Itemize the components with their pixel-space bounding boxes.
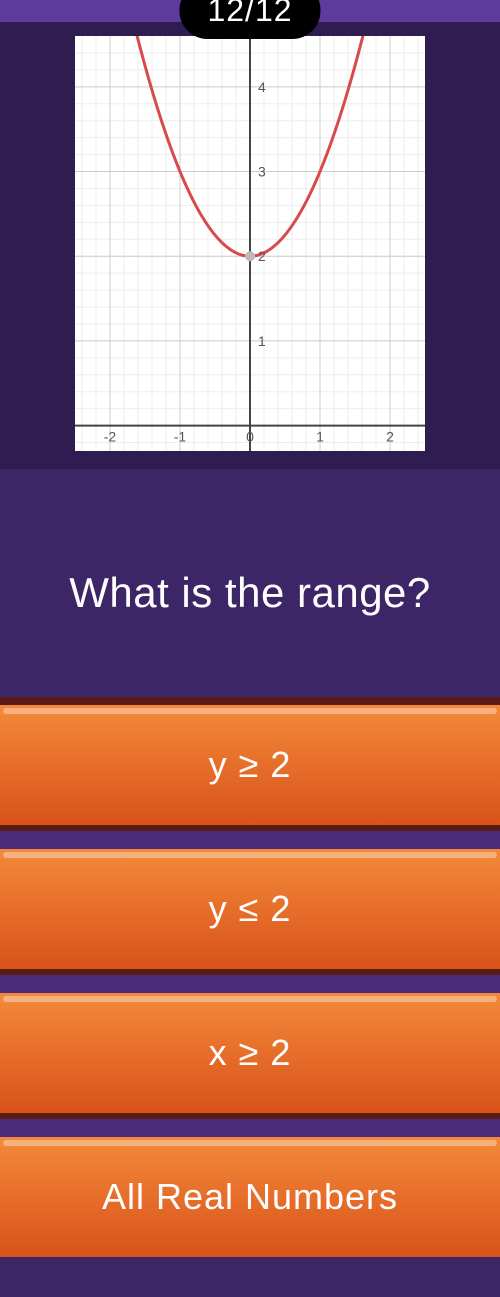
question-text: What is the range? xyxy=(20,569,480,617)
svg-text:1: 1 xyxy=(316,429,324,445)
svg-text:4: 4 xyxy=(258,79,266,95)
answer-option-3[interactable]: x ≥ 2 xyxy=(0,993,500,1113)
svg-text:0: 0 xyxy=(246,429,254,445)
svg-text:3: 3 xyxy=(258,164,266,180)
answer-option-4[interactable]: All Real Numbers xyxy=(0,1137,500,1257)
question-counter: 12/12 xyxy=(179,0,320,39)
graph-plot: -2 -1 0 1 2 1 2 3 4 xyxy=(75,36,425,451)
graph-section: -2 -1 0 1 2 1 2 3 4 xyxy=(0,22,500,469)
divider xyxy=(0,1113,500,1137)
answer-option-2[interactable]: y ≤ 2 xyxy=(0,849,500,969)
question-section: What is the range? xyxy=(0,469,500,697)
svg-text:-1: -1 xyxy=(174,429,187,445)
divider xyxy=(0,697,500,705)
svg-text:2: 2 xyxy=(386,429,394,445)
answer-list: y ≥ 2 y ≤ 2 x ≥ 2 All Real Numbers xyxy=(0,697,500,1257)
answer-option-1[interactable]: y ≥ 2 xyxy=(0,705,500,825)
divider xyxy=(0,825,500,849)
divider xyxy=(0,969,500,993)
svg-text:2: 2 xyxy=(258,248,266,264)
svg-text:-2: -2 xyxy=(104,429,117,445)
svg-text:1: 1 xyxy=(258,333,266,349)
